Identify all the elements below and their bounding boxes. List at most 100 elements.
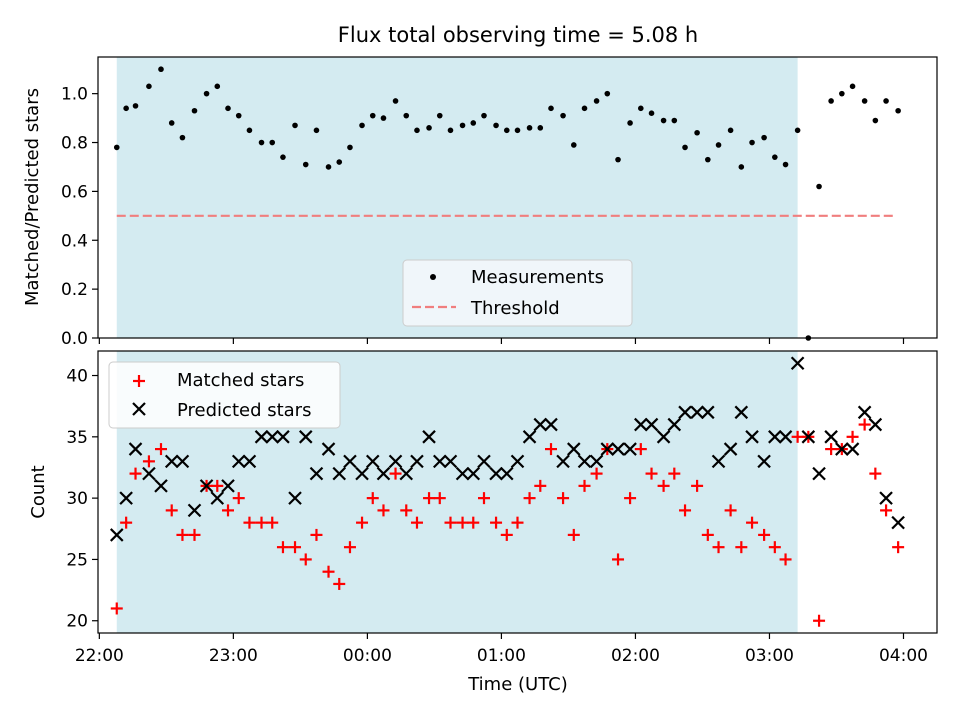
predicted-star-point xyxy=(199,479,214,493)
predicted-star-point xyxy=(210,491,225,505)
predicted-star-point xyxy=(533,417,548,432)
measurement-point xyxy=(146,83,152,90)
predicted-star-point xyxy=(835,442,849,456)
top-y-tick-label: 0.2 xyxy=(61,280,88,300)
legend-matched-label: Matched stars xyxy=(177,370,304,391)
predicted-star-point xyxy=(231,454,246,469)
measurement-point xyxy=(269,139,276,146)
predicted-star-point xyxy=(824,430,838,444)
measurement-point xyxy=(313,127,320,134)
matched-star-point xyxy=(400,504,413,517)
predicted-star-point xyxy=(175,454,190,469)
matched-star-point xyxy=(746,516,759,529)
matched-star-point xyxy=(129,467,142,480)
measurement-point xyxy=(214,83,221,90)
predicted-star-point xyxy=(332,466,347,481)
matched-star-point xyxy=(467,516,480,529)
matched-star-point xyxy=(534,479,547,492)
matched-star-point xyxy=(366,492,379,505)
measurement-point xyxy=(782,161,789,168)
matched-star-point xyxy=(645,467,658,480)
predicted-star-point xyxy=(288,491,302,505)
bottom-y-ticks: 20 25 30 35 40 xyxy=(66,367,98,632)
predicted-star-point xyxy=(154,479,168,493)
matched-star-point xyxy=(356,516,369,529)
bottom-y-tick-label: 25 xyxy=(66,550,88,570)
matched-star-point xyxy=(768,541,781,554)
bottom-y-axis-label: Count xyxy=(28,465,49,518)
matched-star-point xyxy=(813,614,826,627)
predicted-star-point xyxy=(567,442,581,456)
count-panel: 20 25 30 35 40 22:00 23:00 00:00 01:00 02:00 03:0… xyxy=(28,350,938,695)
bottom-legend-box xyxy=(108,361,341,429)
predicted-star-point xyxy=(544,417,558,432)
predicted-star-point xyxy=(589,454,604,469)
matched-star-point xyxy=(110,602,123,615)
x-axis-label: Time (UTC) xyxy=(467,674,568,695)
matched-star-point xyxy=(590,467,603,480)
matched-star-point xyxy=(892,541,905,554)
predicted-star-point xyxy=(128,442,143,456)
predicted-star-point xyxy=(891,515,905,530)
measurement-point xyxy=(123,105,129,112)
predicted-star-point xyxy=(879,491,893,505)
predicted-star-point xyxy=(432,454,447,469)
matched-star-point xyxy=(869,467,882,480)
figure-title: Flux total observing time = 5.08 h xyxy=(338,23,698,47)
matched-star-point xyxy=(578,479,591,492)
measurement-point xyxy=(738,164,745,170)
matched-star-point xyxy=(624,492,637,505)
predicted-star-point xyxy=(242,454,257,469)
measurement-point xyxy=(638,105,644,112)
measurement-point xyxy=(158,66,164,73)
predicted-star-point xyxy=(790,356,805,371)
matched-star-point xyxy=(880,504,893,517)
measurement-point xyxy=(258,139,265,146)
measurement-point xyxy=(828,98,834,104)
measurement-point xyxy=(369,112,376,119)
matched-star-point xyxy=(410,516,423,529)
predicted-star-point xyxy=(410,454,424,469)
predicted-star-point xyxy=(399,466,414,481)
measurement-point xyxy=(895,107,901,114)
matched-star-point xyxy=(735,541,748,554)
matched-star-point xyxy=(634,443,647,456)
measurement-point xyxy=(203,90,210,97)
predicted-star-point xyxy=(611,442,625,456)
matched-star-point xyxy=(612,553,625,566)
matched-star-point xyxy=(222,504,235,517)
matched-star-point xyxy=(657,479,670,492)
top-panel-frame xyxy=(97,56,938,339)
matched-star-point xyxy=(791,430,804,443)
measurement-point xyxy=(459,122,466,129)
predicted-star-point xyxy=(265,430,280,444)
measurement-point xyxy=(648,110,655,116)
measurement-point xyxy=(493,122,499,129)
matched-star-point xyxy=(490,516,503,529)
predicted-star-point xyxy=(734,405,749,420)
predicted-star-point xyxy=(221,479,235,493)
top-y-tick-label: 1.0 xyxy=(61,85,88,105)
measurement-point xyxy=(772,154,778,160)
matched-star-point xyxy=(500,528,513,541)
top-y-tick-label: 0.6 xyxy=(61,182,88,202)
matched-star-point xyxy=(211,479,224,492)
predicted-star-point xyxy=(723,442,738,456)
predicted-star-point xyxy=(365,454,380,469)
predicted-star-point xyxy=(600,442,615,456)
measurement-point xyxy=(246,127,253,134)
matched-star-point xyxy=(188,528,201,541)
measurement-point xyxy=(861,98,868,104)
predicted-star-point xyxy=(164,454,179,469)
predicted-star-point xyxy=(778,430,793,444)
predicted-star-point xyxy=(556,454,570,469)
bottom-x-tick-label: 23:00 xyxy=(209,646,258,666)
measurement-point xyxy=(749,139,755,146)
measurement-point xyxy=(325,164,332,170)
predicted-star-point xyxy=(690,405,704,420)
measurement-point xyxy=(883,98,889,104)
matched-star-point xyxy=(176,528,189,541)
measurement-point xyxy=(403,112,410,119)
matched-star-point xyxy=(322,565,335,578)
